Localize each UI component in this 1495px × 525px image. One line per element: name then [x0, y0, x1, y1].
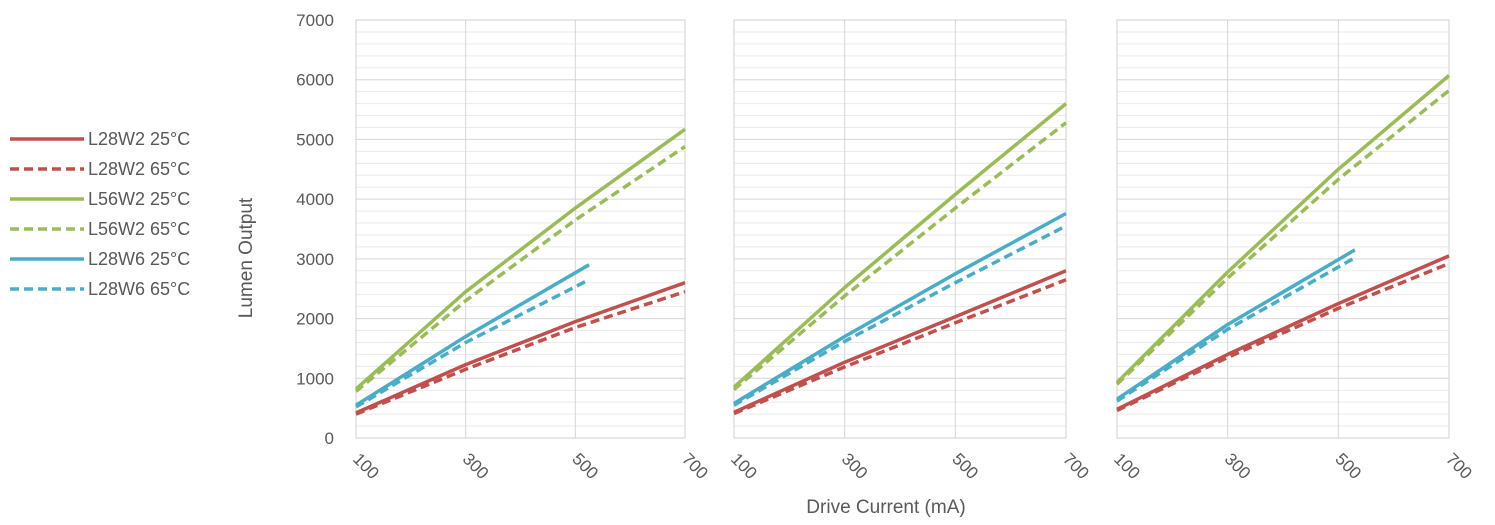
x-tick-label: 300 — [459, 449, 492, 482]
x-tick-label: 300 — [838, 449, 871, 482]
series-line — [1115, 89, 1451, 386]
series-line — [355, 290, 686, 416]
x-axis-title: Drive Current (mA) — [806, 497, 965, 518]
x-tick-label: 700 — [1442, 449, 1475, 482]
y-tick-label: 2000 — [296, 310, 334, 329]
x-tick-label: 500 — [1331, 449, 1364, 482]
legend-item: L28W6 25°C — [10, 249, 190, 269]
legend-item: L28W6 65°C — [10, 279, 190, 299]
legend-label: L28W6 65°C — [88, 279, 190, 299]
series-line — [354, 145, 686, 393]
y-tick-label: 1000 — [296, 369, 334, 388]
series-line — [732, 121, 1068, 391]
x-tick-label: 500 — [568, 449, 601, 482]
series-line — [733, 278, 1067, 416]
series-line — [1116, 254, 1450, 411]
panel-2: 100 300 500 700 — [727, 19, 1093, 483]
series-line — [354, 127, 687, 391]
y-tick-label: 0 — [325, 429, 334, 448]
y-tick-label: 7000 — [296, 11, 334, 30]
legend-item: L28W2 65°C — [10, 159, 190, 179]
series-line — [1115, 74, 1451, 384]
legend-label: L28W2 25°C — [88, 129, 190, 149]
panel-3: 100 300 500 700 — [1110, 19, 1476, 483]
series-line — [1116, 248, 1356, 401]
x-tick-label: 100 — [727, 449, 760, 482]
plot-frame — [355, 19, 686, 439]
legend-label: L56W2 65°C — [88, 219, 190, 239]
y-tick-label: 6000 — [296, 71, 334, 90]
series-line — [733, 211, 1067, 405]
plot-frame — [1116, 19, 1450, 439]
plot-frame — [733, 19, 1067, 439]
legend: L28W2 25°C L28W2 65°C L56W2 25°C L56W2 65°C… — [10, 129, 190, 299]
series-line — [1116, 261, 1450, 413]
legend-item: L28W2 25°C — [10, 129, 190, 149]
y-tick-label: 3000 — [296, 250, 334, 269]
legend-label: L28W2 65°C — [88, 159, 190, 179]
x-tick-label: 300 — [1221, 449, 1254, 482]
series-line — [355, 263, 590, 407]
x-tick-label: 100 — [349, 449, 382, 482]
y-tick-label: 4000 — [296, 190, 334, 209]
legend-label: L56W2 25°C — [88, 189, 190, 209]
panel-1: 100 300 500 700 — [349, 19, 712, 483]
x-tick-label: 500 — [948, 449, 981, 482]
x-tick-label: 100 — [1110, 449, 1143, 482]
series-line — [733, 269, 1067, 414]
series-line — [733, 224, 1067, 407]
series-line — [355, 278, 590, 409]
chart-panels: 100 300 500 700 100 300 500 700 100 300 500 7000100… — [296, 11, 1475, 483]
y-axis-title: Lumen Output — [236, 197, 257, 318]
x-tick-label: 700 — [678, 449, 711, 482]
legend-item: L56W2 65°C — [10, 219, 190, 239]
legend-item: L56W2 25°C — [10, 189, 190, 209]
series-line — [1116, 256, 1356, 403]
x-tick-label: 700 — [1059, 449, 1092, 482]
series-line — [732, 102, 1068, 389]
y-tick-label: 5000 — [296, 130, 334, 149]
series-line — [355, 281, 686, 415]
legend-label: L28W6 25°C — [88, 249, 190, 269]
